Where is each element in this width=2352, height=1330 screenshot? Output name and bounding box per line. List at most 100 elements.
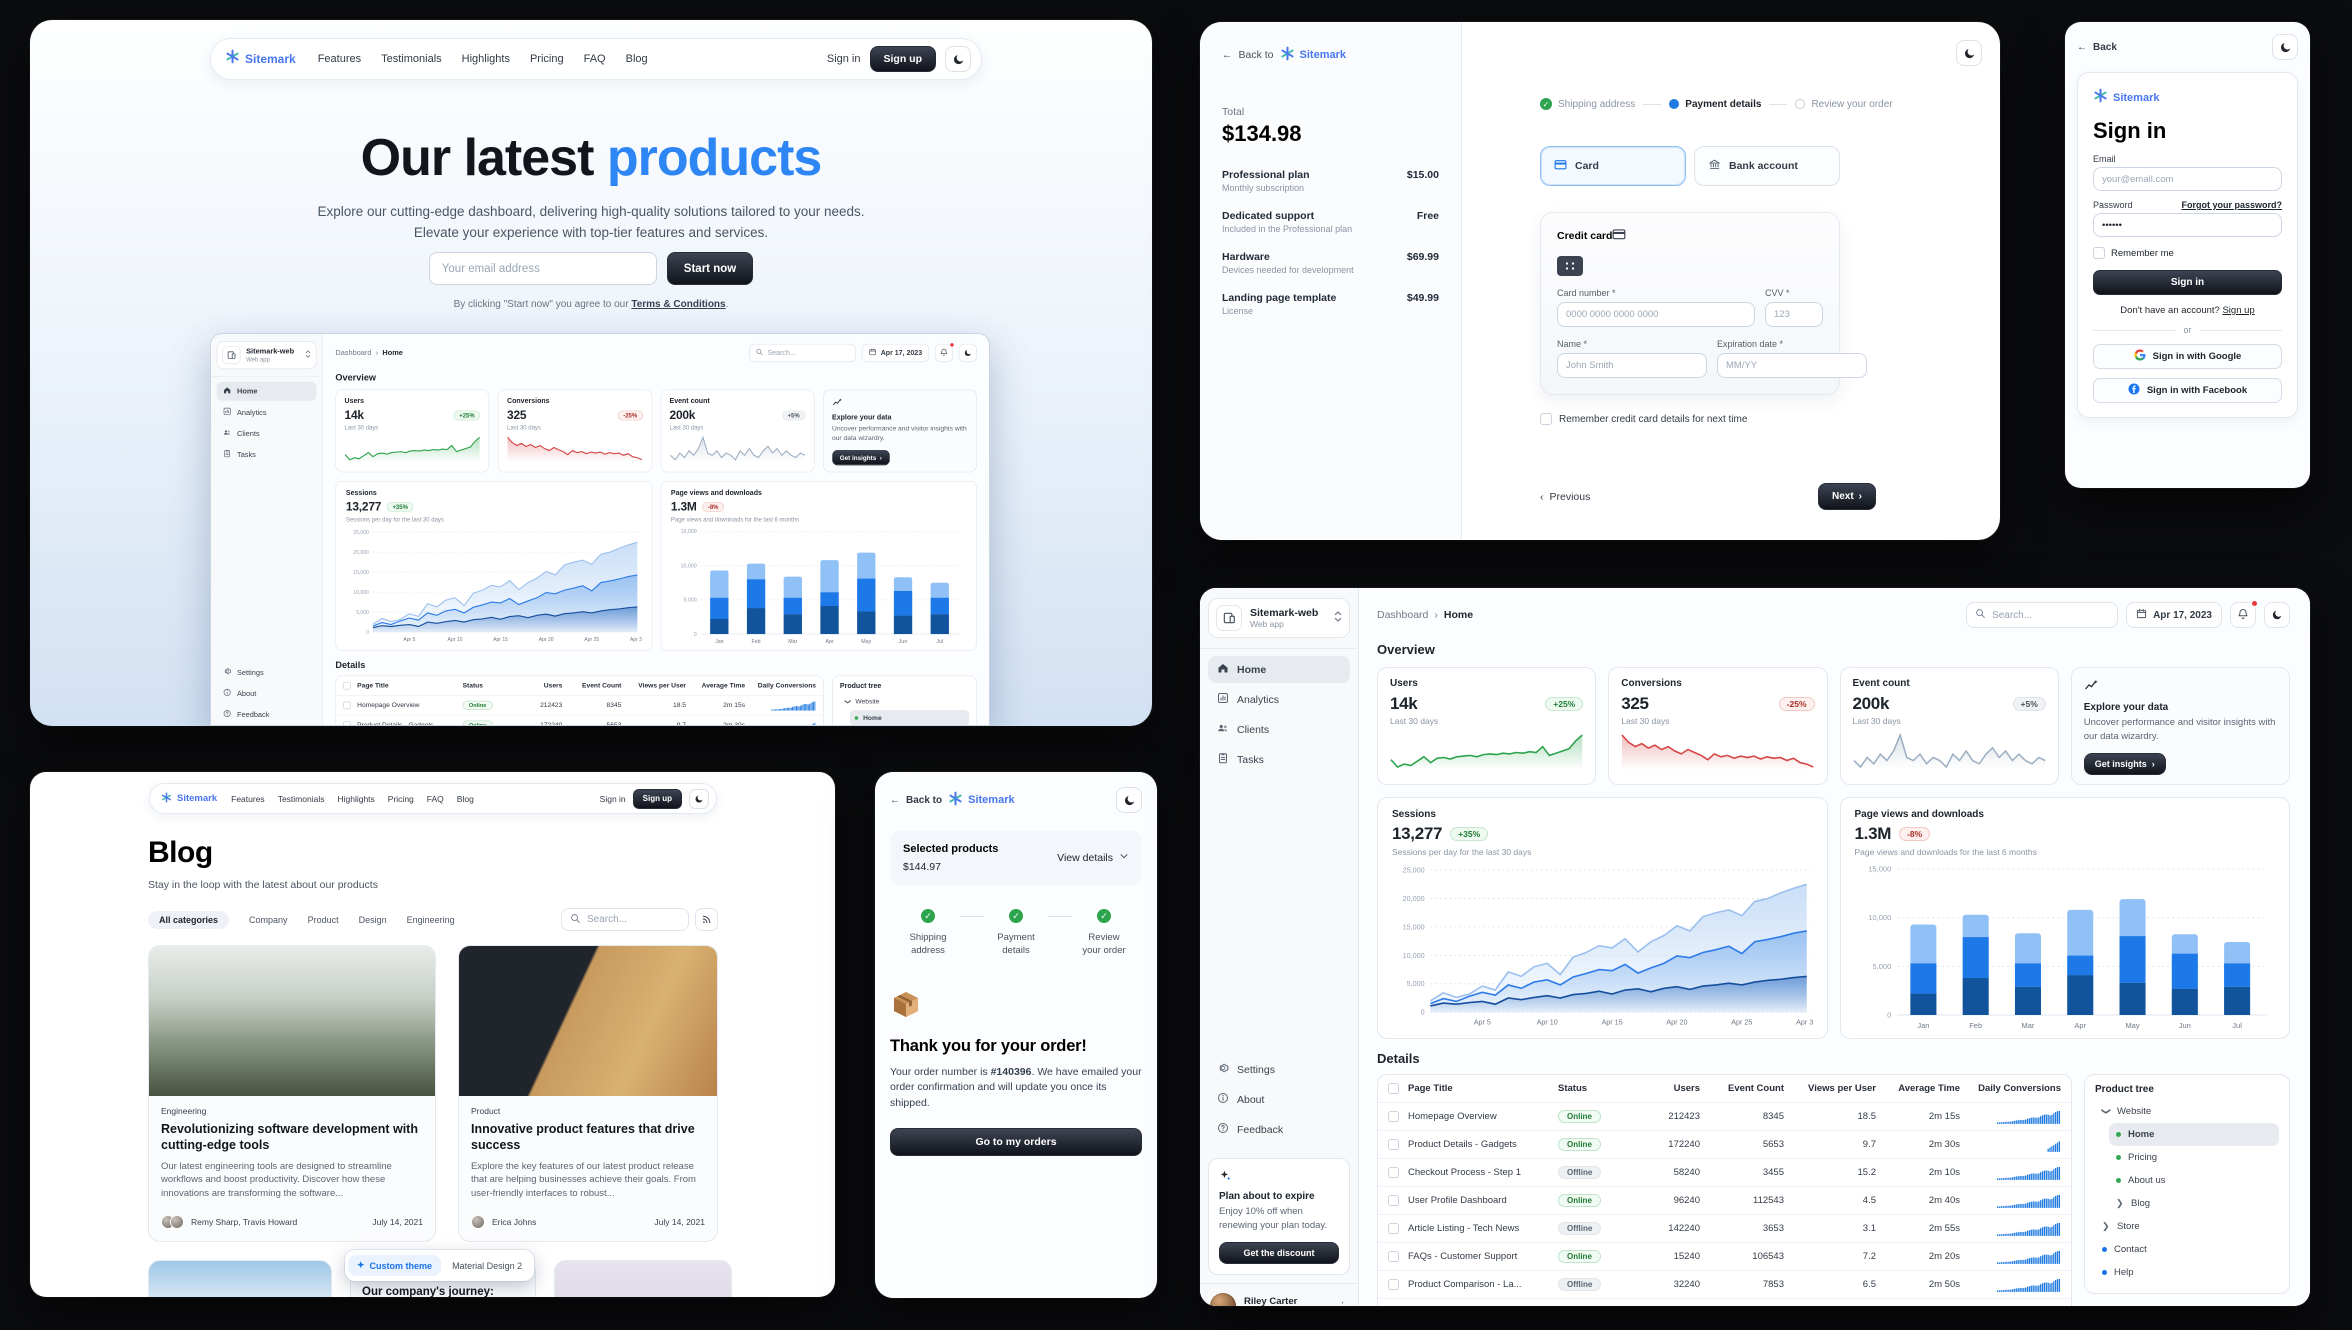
tree-item-website[interactable]: ❯ Website — [2095, 1100, 2279, 1123]
kebab-menu-icon[interactable]: ⋮ — [1337, 1300, 1348, 1307]
sidebar-item-settings[interactable]: Settings — [1208, 1056, 1350, 1083]
table-row[interactable]: User Profile Dashboard Online 96240 112543 4… — [1378, 1187, 2071, 1215]
row-checkbox[interactable] — [1388, 1167, 1399, 1178]
nav-link-pricing[interactable]: Pricing — [387, 793, 414, 804]
nav-link-testimonials[interactable]: Testimonials — [277, 793, 325, 804]
terms-link[interactable]: Terms & Conditions — [631, 299, 726, 310]
stat-card-users[interactable]: Users 14k +25% Last 30 days — [335, 389, 490, 473]
sessions-chart-card[interactable]: Sessions 13,277 +35% Sessions per day for t… — [1377, 797, 1828, 1039]
table-row[interactable]: Homepage Overview Online 212423 8345 18.5 2m … — [336, 696, 824, 716]
password-input[interactable] — [2093, 213, 2282, 237]
nav-link-pricing[interactable]: Pricing — [529, 53, 564, 65]
table-row[interactable]: Checkout Process - Step 1 Offline 58240 345… — [1378, 1159, 2071, 1187]
theme-toggle-moon-icon[interactable] — [1956, 40, 1982, 66]
sidebar-item-feedback[interactable]: Feedback — [217, 705, 317, 724]
post-image[interactable] — [148, 1259, 332, 1297]
nav-link-blog[interactable]: Blog — [625, 53, 648, 65]
cvv-input[interactable] — [1765, 302, 1823, 327]
sign-in-button[interactable]: Sign in — [2093, 270, 2282, 295]
get-insights-button[interactable]: Get insights › — [832, 449, 890, 466]
sidebar-item-settings[interactable]: Settings — [217, 663, 317, 682]
google-sign-in-button[interactable]: Sign in with Google — [2093, 344, 2282, 369]
back-link[interactable]: ← Back to Sitemark — [890, 791, 1015, 809]
forgot-password-link[interactable]: Forgot your password? — [2181, 200, 2282, 210]
pageviews-chart-card[interactable]: Page views and downloads 1.3M -8% Page view… — [1839, 797, 2290, 1039]
select-all-checkbox[interactable] — [343, 681, 351, 690]
sidebar-item-home[interactable]: Home — [1208, 656, 1350, 683]
next-button[interactable]: Next › — [1817, 483, 1876, 510]
start-now-button[interactable]: Start now — [666, 252, 754, 285]
nav-sign-in[interactable]: Sign in — [599, 793, 626, 804]
name-input[interactable] — [1557, 353, 1707, 378]
blog-post-card[interactable]: Engineering Revolutionizing software deve… — [148, 945, 436, 1242]
post-image[interactable] — [554, 1259, 732, 1297]
stat-card-conversions[interactable]: Conversions 325 -25% Last 30 days — [497, 389, 652, 473]
category-chip-engineering[interactable]: Engineering — [406, 914, 455, 925]
search-field[interactable] — [1966, 602, 2119, 628]
workspace-select[interactable]: Sitemark-web Web app — [216, 341, 317, 370]
tree-item-home[interactable]: Home — [849, 709, 970, 725]
nav-sign-up-button[interactable]: Sign up — [632, 788, 682, 809]
get-insights-button[interactable]: Get insights › — [2083, 752, 2166, 775]
payment-type-card[interactable]: Card — [1540, 146, 1686, 186]
column-header[interactable]: Users — [1673, 1083, 1700, 1094]
column-header[interactable]: Views per User — [638, 681, 687, 690]
theme-toggle-moon-icon[interactable] — [945, 46, 971, 72]
sidebar-item-analytics[interactable]: Analytics — [217, 403, 317, 422]
nav-link-faq[interactable]: FAQ — [426, 793, 444, 804]
blog-search-input[interactable] — [587, 914, 680, 925]
sidebar-item-about[interactable]: About — [217, 684, 317, 703]
sidebar-item-home[interactable]: Home — [216, 381, 317, 401]
search-input[interactable] — [767, 349, 850, 357]
table-row[interactable]: Product Details - Gadgets Online 172240 565… — [1378, 1131, 2071, 1159]
get-discount-button[interactable]: Get the discount — [1219, 1242, 1339, 1264]
row-checkbox[interactable] — [1388, 1139, 1399, 1150]
sign-up-link[interactable]: Sign up — [2222, 305, 2255, 316]
theme-toggle-moon-icon[interactable] — [2272, 34, 2298, 60]
step-review-your-order[interactable]: Review your order — [1795, 99, 1893, 110]
column-header[interactable]: Daily Conversions — [757, 681, 817, 690]
workspace-select[interactable]: Sitemark-web Web app — [1208, 598, 1350, 638]
previous-button[interactable]: ‹ Previous — [1540, 490, 1591, 503]
sitemark-logo[interactable]: Sitemark — [225, 49, 296, 69]
remember-me-checkbox[interactable] — [2093, 247, 2105, 259]
nav-sign-up-button[interactable]: Sign up — [869, 46, 936, 72]
row-checkbox[interactable] — [1388, 1223, 1399, 1234]
category-chip-company[interactable]: Company — [249, 914, 288, 925]
tree-item-website[interactable]: ❯ Website — [840, 694, 969, 710]
payment-type-bank[interactable]: Bank account — [1694, 146, 1840, 186]
column-header[interactable]: Views per User — [1808, 1083, 1876, 1094]
category-chip-all-categories[interactable]: All categories — [148, 910, 230, 929]
sitemark-logo[interactable]: Sitemark — [161, 791, 217, 806]
email-input[interactable] — [428, 252, 657, 285]
sidebar-item-tasks[interactable]: Tasks — [1208, 746, 1350, 773]
column-header[interactable]: Status — [462, 681, 483, 690]
tree-item-blog[interactable]: ❯ Blog — [2109, 1192, 2279, 1215]
expiration-input[interactable] — [1717, 353, 1867, 378]
facebook-sign-in-button[interactable]: Sign in with Facebook — [2093, 378, 2282, 403]
sidebar-item-clients[interactable]: Clients — [1208, 716, 1350, 743]
search-field[interactable] — [749, 343, 857, 363]
table-row[interactable]: Product Comparison - La... Offline 32240 78… — [1378, 1271, 2071, 1299]
back-link[interactable]: ← Back to Sitemark — [1222, 46, 1439, 64]
column-header[interactable]: Average Time — [701, 681, 746, 690]
row-checkbox[interactable] — [1388, 1251, 1399, 1262]
tree-item-help[interactable]: Help — [2095, 1261, 2279, 1284]
date-picker-button[interactable]: Apr 17, 2023 — [2126, 602, 2222, 628]
notifications-button[interactable] — [2230, 600, 2258, 628]
breadcrumb-dashboard[interactable]: Dashboard — [335, 348, 372, 358]
nav-link-highlights[interactable]: Highlights — [337, 793, 375, 804]
tree-item-pricing[interactable]: Pricing — [2109, 1146, 2279, 1169]
category-chip-design[interactable]: Design — [358, 914, 387, 925]
theme-toggle-moon-icon[interactable] — [1116, 787, 1142, 813]
sidebar-item-tasks[interactable]: Tasks — [217, 445, 317, 464]
nav-link-features[interactable]: Features — [317, 53, 362, 65]
theme-toggle-moon-icon[interactable] — [689, 788, 709, 809]
go-to-orders-button[interactable]: Go to my orders — [890, 1127, 1142, 1156]
custom-theme-option[interactable]: ✦ Custom theme — [348, 1255, 442, 1276]
table-row[interactable]: FAQs - Customer Support Online 15240 106543… — [1378, 1243, 2071, 1271]
column-header[interactable]: Average Time — [1898, 1083, 1960, 1094]
table-row[interactable]: Product Details - Gadgets Online 172240 565… — [336, 716, 823, 725]
theme-toggle-moon-icon[interactable] — [2264, 602, 2290, 628]
column-header[interactable]: Status — [1558, 1083, 1588, 1094]
